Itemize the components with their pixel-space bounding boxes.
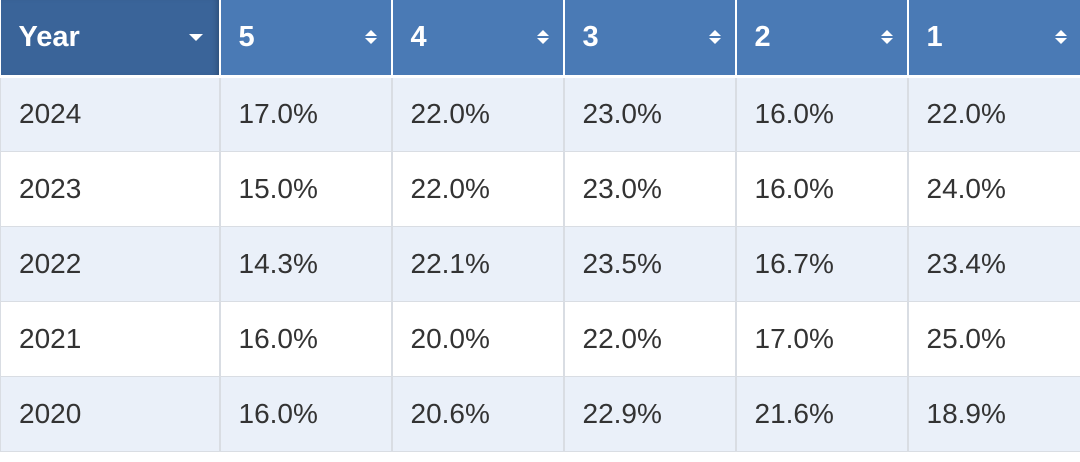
- cell-value: 22.9%: [563, 376, 737, 452]
- cell-value: 20.6%: [391, 376, 565, 452]
- cell-value: 16.0%: [735, 76, 909, 152]
- table-row: 2021 16.0% 20.0% 22.0% 17.0% 25.0%: [0, 301, 1080, 377]
- column-header-label: 1: [926, 20, 943, 53]
- table-row: 2023 15.0% 22.0% 23.0% 16.0% 24.0%: [0, 151, 1080, 227]
- cell-value: 16.0%: [219, 376, 393, 452]
- data-table: Year 5 4 3: [0, 0, 1080, 452]
- cell-value: 22.0%: [907, 76, 1080, 152]
- column-header-label: Year: [18, 20, 80, 53]
- cell-value: 23.0%: [563, 151, 737, 227]
- cell-value: 24.0%: [907, 151, 1080, 227]
- cell-value: 16.7%: [735, 226, 909, 302]
- cell-value: 23.4%: [907, 226, 1080, 302]
- cell-value: 22.0%: [391, 76, 565, 152]
- table-row: 2024 17.0% 22.0% 23.0% 16.0% 22.0%: [0, 76, 1080, 152]
- cell-value: 17.0%: [219, 76, 393, 152]
- sort-toggle-icon[interactable]: [880, 30, 893, 45]
- cell-year: 2020: [0, 376, 221, 452]
- cell-value: 17.0%: [735, 301, 909, 377]
- cell-value: 25.0%: [907, 301, 1080, 377]
- column-header-year[interactable]: Year: [0, 0, 221, 78]
- column-header-label: 4: [410, 20, 427, 53]
- column-header-5[interactable]: 5: [219, 0, 393, 78]
- cell-value: 21.6%: [735, 376, 909, 452]
- column-header-4[interactable]: 4: [391, 0, 565, 78]
- cell-value: 14.3%: [219, 226, 393, 302]
- cell-year: 2023: [0, 151, 221, 227]
- column-header-2[interactable]: 2: [735, 0, 909, 78]
- column-header-label: 3: [582, 20, 599, 53]
- cell-value: 22.0%: [391, 151, 565, 227]
- cell-year: 2022: [0, 226, 221, 302]
- cell-value: 18.9%: [907, 376, 1080, 452]
- sort-toggle-icon[interactable]: [364, 30, 377, 45]
- sort-toggle-icon[interactable]: [1054, 30, 1067, 45]
- column-header-3[interactable]: 3: [563, 0, 737, 78]
- header-row: Year 5 4 3: [0, 0, 1080, 78]
- column-header-1[interactable]: 1: [907, 0, 1080, 78]
- cell-value: 22.0%: [563, 301, 737, 377]
- cell-value: 16.0%: [219, 301, 393, 377]
- cell-value: 23.5%: [563, 226, 737, 302]
- sort-toggle-icon[interactable]: [536, 30, 549, 45]
- sort-descending-icon[interactable]: [188, 33, 203, 41]
- cell-value: 16.0%: [735, 151, 909, 227]
- cell-value: 20.0%: [391, 301, 565, 377]
- column-header-label: 5: [238, 20, 255, 53]
- cell-value: 15.0%: [219, 151, 393, 227]
- sort-toggle-icon[interactable]: [708, 30, 721, 45]
- cell-year: 2021: [0, 301, 221, 377]
- cell-value: 22.1%: [391, 226, 565, 302]
- cell-year: 2024: [0, 76, 221, 152]
- table-row: 2020 16.0% 20.6% 22.9% 21.6% 18.9%: [0, 376, 1080, 452]
- cell-value: 23.0%: [563, 76, 737, 152]
- table-row: 2022 14.3% 22.1% 23.5% 16.7% 23.4%: [0, 226, 1080, 302]
- column-header-label: 2: [754, 20, 771, 53]
